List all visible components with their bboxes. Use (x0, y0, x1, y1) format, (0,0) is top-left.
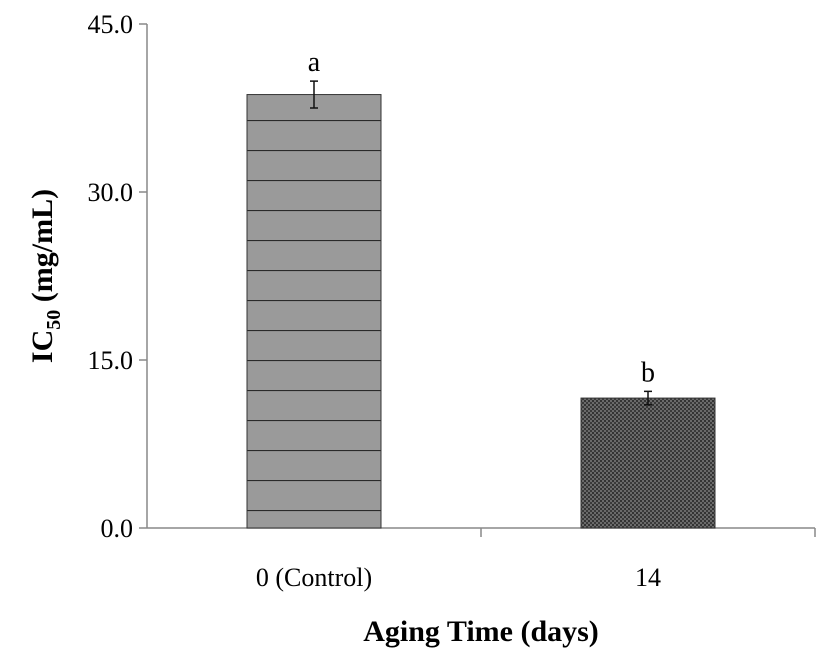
x-tick-label: 0 (Control) (256, 563, 372, 592)
significance-letter: b (641, 357, 655, 388)
bar (580, 397, 716, 529)
y-tick-label: 15.0 (88, 346, 134, 375)
y-axis-title-unit: (mg/mL) (26, 189, 59, 310)
significance-letter: a (308, 47, 321, 78)
y-tick-label: 0.0 (101, 514, 134, 543)
bar (246, 94, 382, 529)
x-tick-label: 14 (635, 563, 661, 592)
y-axis-title-subscript: 50 (43, 310, 65, 330)
y-axis-title: IC50 (mg/mL) (26, 189, 65, 363)
y-tick-label: 30.0 (88, 178, 134, 207)
y-tick-label: 45.0 (88, 10, 134, 39)
x-axis-title: Aging Time (days) (363, 615, 599, 648)
y-axis-title-main: IC (26, 330, 59, 363)
